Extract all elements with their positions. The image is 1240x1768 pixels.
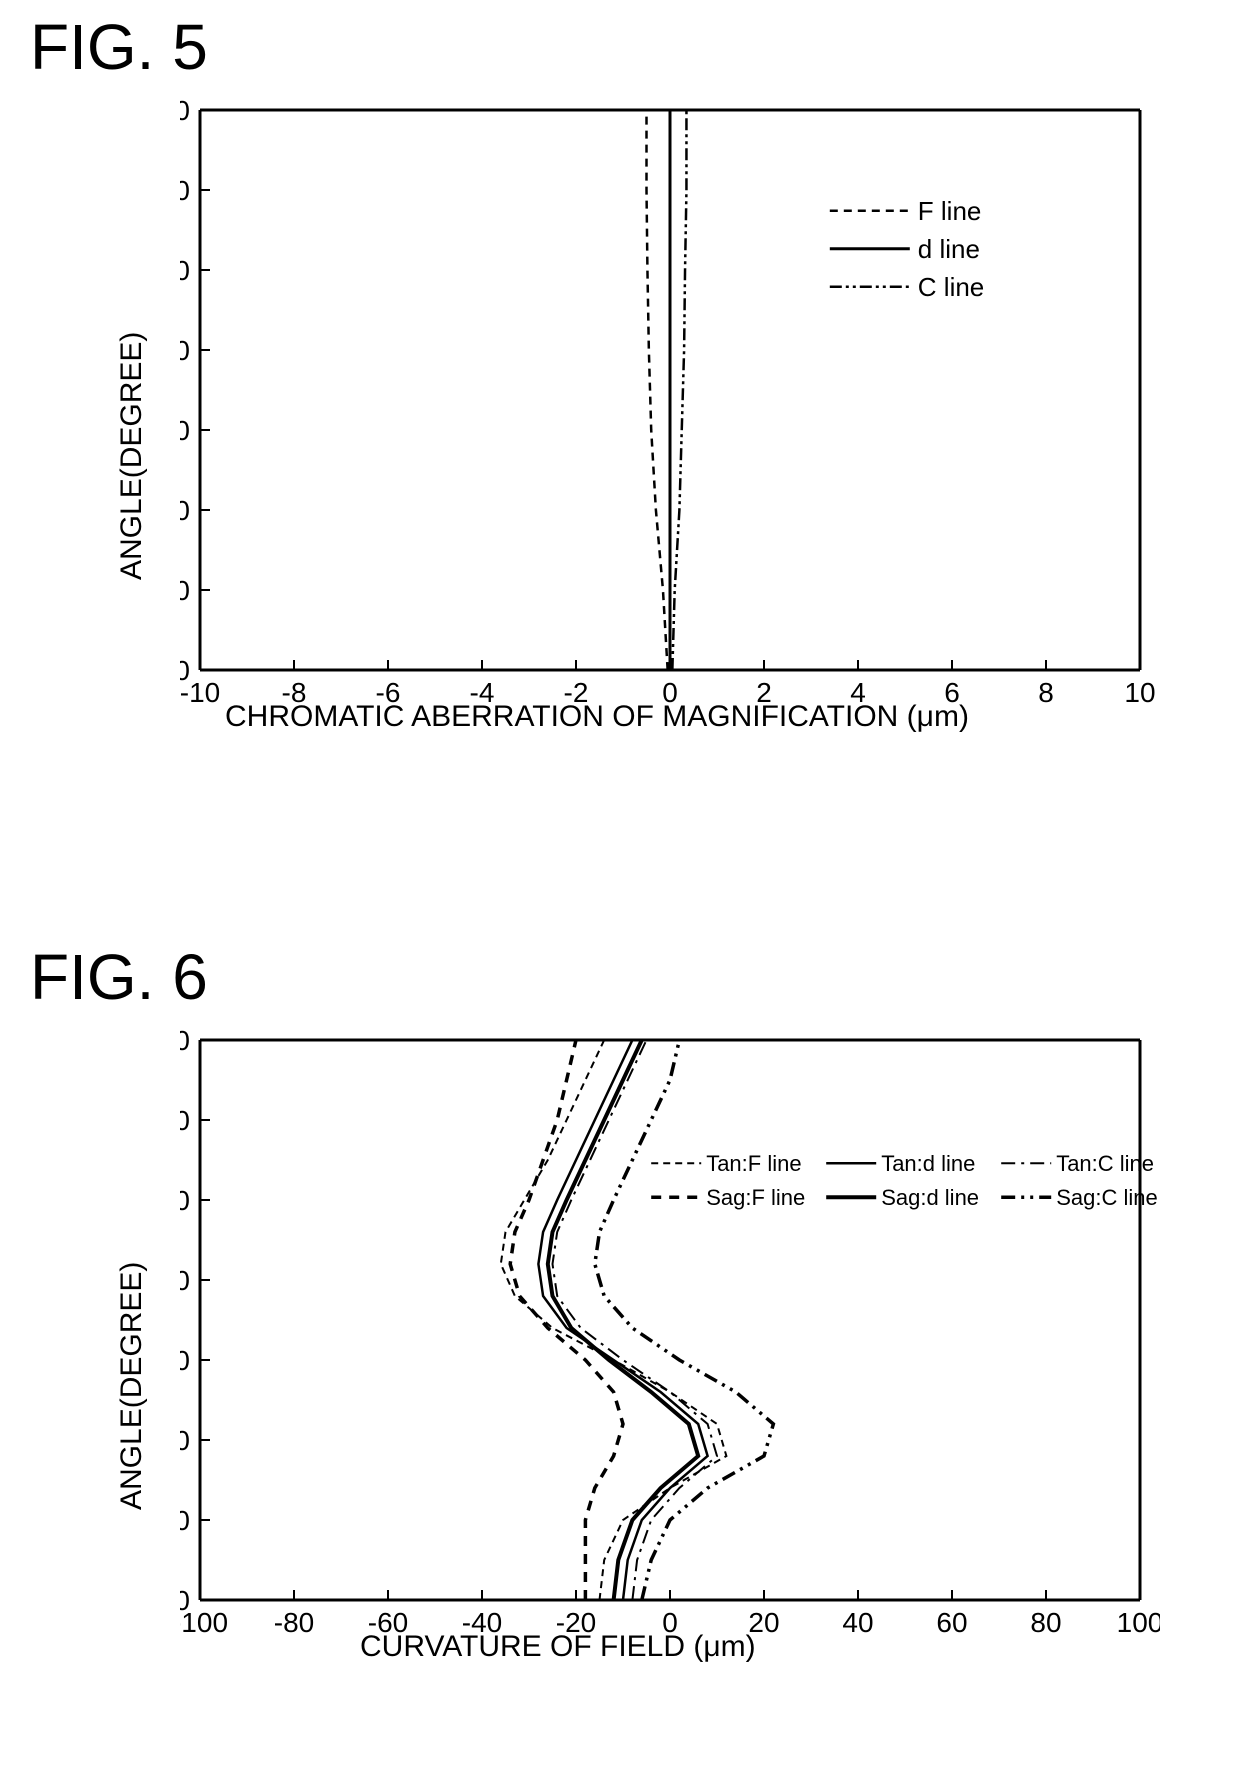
svg-text:0: 0 [180, 655, 190, 686]
fig6-xlabel: CURVATURE OF FIELD (μm) [360, 1630, 756, 1664]
fig5-title: FIG. 5 [30, 10, 208, 84]
svg-text:60: 60 [180, 1105, 190, 1136]
fig5-ylabel: ANGLE(DEGREE) [115, 332, 149, 580]
fig6-svg: -100-80-60-40-20020406080100010203040506… [180, 1030, 1160, 1670]
svg-text:10: 10 [180, 575, 190, 606]
svg-text:-80: -80 [274, 1607, 314, 1638]
svg-text:d line: d line [918, 234, 980, 264]
svg-text:8: 8 [1038, 677, 1054, 708]
series-tan-f-line [501, 1040, 727, 1600]
svg-text:30: 30 [180, 415, 190, 446]
svg-text:0: 0 [180, 1585, 190, 1616]
svg-text:60: 60 [180, 175, 190, 206]
svg-text:C line: C line [918, 272, 984, 302]
fig6-chart: -100-80-60-40-20020406080100010203040506… [180, 1030, 1160, 1590]
svg-text:70: 70 [180, 1030, 190, 1056]
svg-text:70: 70 [180, 100, 190, 126]
fig6-title: FIG. 6 [30, 940, 208, 1014]
svg-text:40: 40 [180, 1265, 190, 1296]
fig6-ylabel: ANGLE(DEGREE) [115, 1262, 149, 1510]
svg-text:10: 10 [180, 1505, 190, 1536]
svg-text:40: 40 [180, 335, 190, 366]
series-sag-c-line [595, 1040, 774, 1600]
svg-text:10: 10 [1124, 677, 1155, 708]
svg-text:50: 50 [180, 1185, 190, 1216]
fig5-chart: -10-8-6-4-20246810010203040506070F lined… [180, 100, 1160, 660]
svg-text:F line: F line [918, 196, 982, 226]
svg-text:Sag:F line: Sag:F line [706, 1185, 805, 1210]
series-sag-d-line [548, 1040, 698, 1600]
series-tan-d-line [538, 1040, 707, 1600]
svg-text:60: 60 [936, 1607, 967, 1638]
svg-text:30: 30 [180, 1345, 190, 1376]
fig5-svg: -10-8-6-4-20246810010203040506070F lined… [180, 100, 1160, 740]
series-c-line [672, 110, 686, 670]
svg-text:Sag:d line: Sag:d line [881, 1185, 979, 1210]
fig5-xlabel: CHROMATIC ABERRATION OF MAGNIFICATION (μ… [225, 700, 969, 734]
svg-text:Tan:F line: Tan:F line [706, 1151, 801, 1176]
page: FIG. 5 -10-8-6-4-20246810010203040506070… [0, 0, 1240, 1768]
svg-text:80: 80 [1030, 1607, 1061, 1638]
svg-text:Sag:C line: Sag:C line [1056, 1185, 1158, 1210]
svg-text:Tan:C line: Tan:C line [1056, 1151, 1154, 1176]
svg-text:20: 20 [180, 495, 190, 526]
svg-text:20: 20 [180, 1425, 190, 1456]
series-f-line [647, 110, 668, 670]
svg-text:Tan:d line: Tan:d line [881, 1151, 975, 1176]
svg-text:50: 50 [180, 255, 190, 286]
svg-text:40: 40 [842, 1607, 873, 1638]
svg-text:100: 100 [1117, 1607, 1160, 1638]
